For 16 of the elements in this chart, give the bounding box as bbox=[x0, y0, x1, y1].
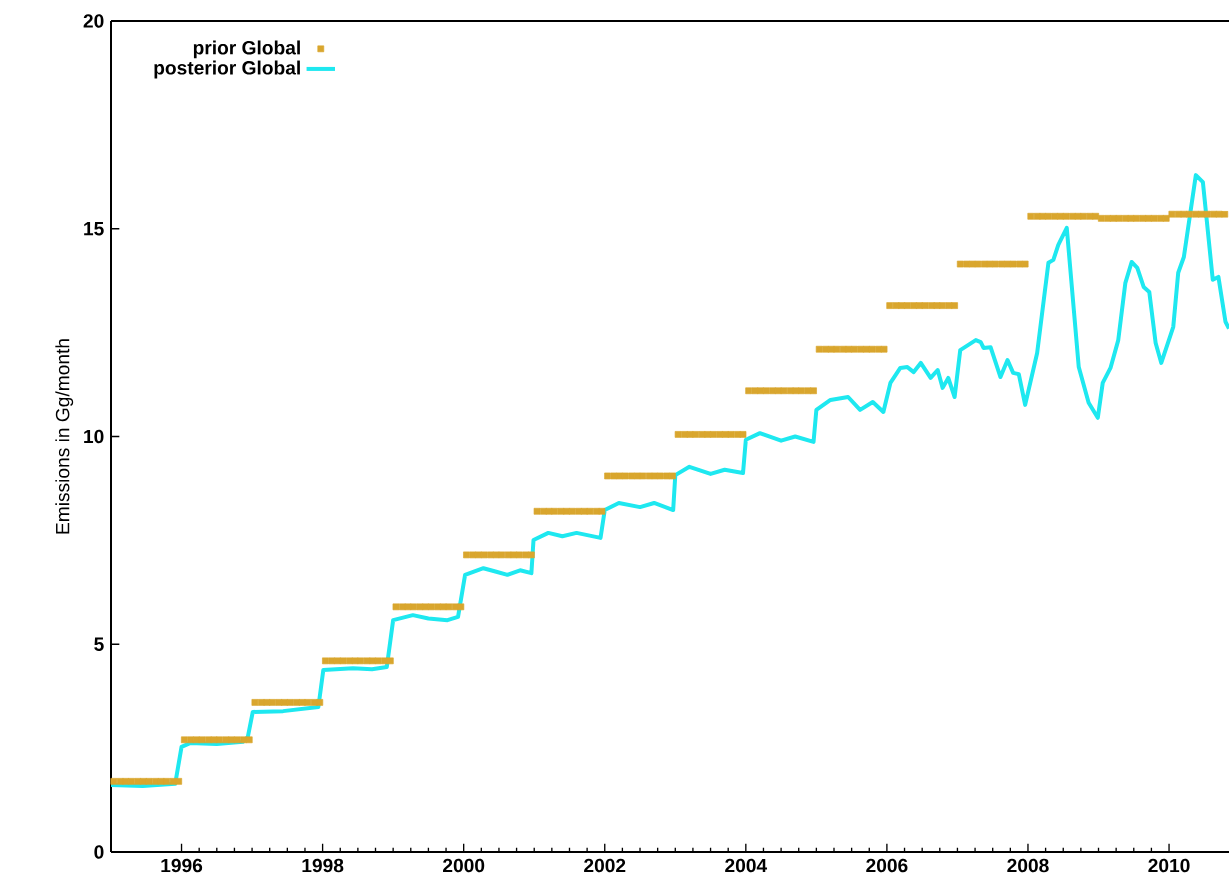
x-tick-label: 1998 bbox=[302, 858, 344, 873]
x-tick-label: 2008 bbox=[1007, 858, 1049, 873]
x-tick-label: 2004 bbox=[725, 858, 768, 873]
x-tick-label: 2010 bbox=[1148, 858, 1190, 873]
y-tick-label: 0 bbox=[94, 845, 104, 859]
y-tick-label: 10 bbox=[84, 429, 104, 444]
legend-label: prior Global bbox=[193, 40, 300, 59]
x-tick-label: 2006 bbox=[866, 858, 908, 873]
y-tick-label: 20 bbox=[83, 14, 104, 28]
y-tick-label: 15 bbox=[84, 222, 104, 236]
legend-label: posterior Global bbox=[154, 60, 300, 79]
y-tick-label: 5 bbox=[94, 637, 104, 651]
x-tick-label: 1996 bbox=[161, 858, 203, 873]
x-tick-label: 2002 bbox=[584, 858, 626, 873]
x-tick-label: 2000 bbox=[443, 858, 485, 873]
y-axis-title: Emissions in Gg/month bbox=[55, 339, 74, 534]
